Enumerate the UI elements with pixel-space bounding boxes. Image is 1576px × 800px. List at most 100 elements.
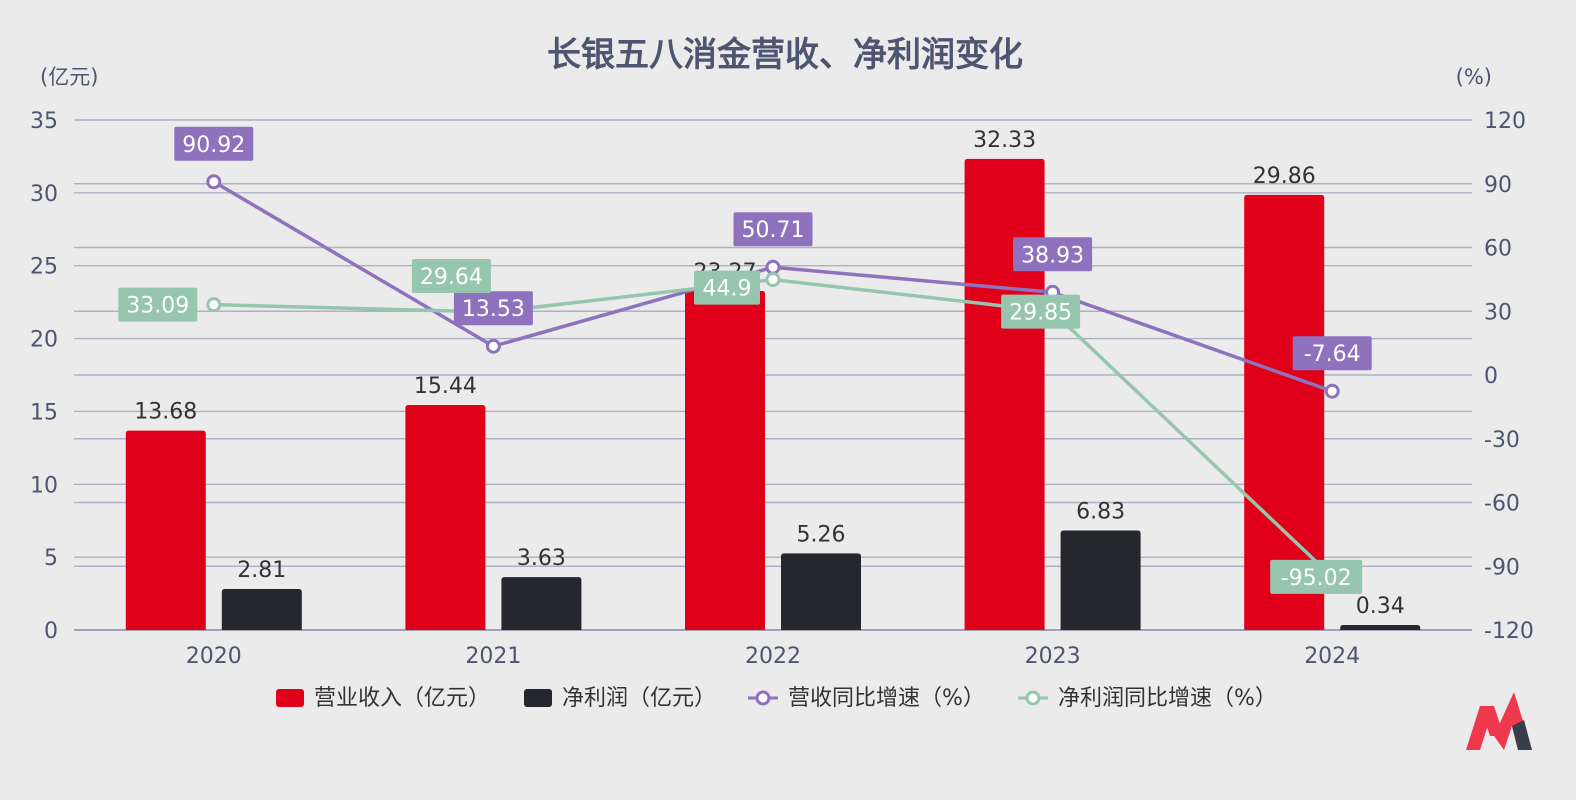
badge-bg [733,212,813,247]
badge-label: -7.64 [1304,342,1361,367]
data-badge: -7.64 [1292,336,1372,371]
data-badge: 33.09 [118,287,198,322]
bar-value-label: 6.83 [1076,499,1125,524]
legend-item: 营收同比增速（%） [748,686,985,711]
right-tick-label: 30 [1484,300,1512,325]
badge-label: 29.85 [1009,301,1072,326]
logo-shadow-stroke [1512,720,1532,750]
bar-revenue-2021 [405,405,486,630]
bar-revenue-2024 [1244,194,1325,630]
data-badge: 29.64 [411,259,491,294]
data-badge: 29.85 [1001,294,1081,329]
left-tick-label: 5 [44,546,58,571]
badge-label: 33.09 [126,294,189,319]
brand-logo [1466,692,1532,750]
bar-net-profit-2023 [1060,530,1141,630]
data-badge: 38.93 [1013,237,1093,272]
legend-swatch [524,689,552,707]
data-badge: 44.9 [694,270,760,305]
badge-bg [1270,559,1363,594]
bar-value-label: 29.86 [1253,164,1316,189]
bar-labels: 13.6815.4423.2732.3329.862.813.635.266.8… [134,128,1404,619]
badge-bg [1013,237,1093,272]
x-tick-label: 2023 [1025,644,1081,669]
badge-bg [1292,336,1372,371]
left-tick-label: 30 [30,182,58,207]
right-tick-label: -120 [1484,619,1534,644]
legend-swatch [276,689,304,707]
badge-bg [453,291,533,326]
bar-value-label: 32.33 [973,128,1036,153]
bar-net-profit-2022 [781,553,861,630]
badge-bg [1001,294,1081,329]
bar-net-profit-2020 [221,589,302,630]
right-tick-label: 90 [1484,173,1512,198]
badge-label: 38.93 [1021,243,1084,268]
left-tick-label: 35 [30,109,58,134]
badge-label: -95.02 [1281,566,1352,591]
data-badge: -95.02 [1270,559,1363,594]
legend: 营业收入（亿元） 净利润（亿元） 营收同比增速（%） 净利润同比增速（%） [276,686,1277,711]
line-point [206,174,222,190]
x-tick-label: 2024 [1304,644,1360,669]
right-tick-label: 120 [1484,109,1526,134]
x-tick-label: 2022 [745,644,801,669]
legend-label: 营收同比增速（%） [788,686,985,711]
line-point [765,259,781,275]
bar-net-profit-2021 [501,577,582,630]
badge-label: 90.92 [182,133,245,158]
legend-marker [755,690,771,706]
bar-revenue-2023 [964,158,1045,631]
left-tick-label: 15 [30,400,58,425]
left-tick-label: 20 [30,328,58,353]
x-tick-label: 2021 [465,644,521,669]
badge-label: 50.71 [742,218,805,243]
left-tick-label: 25 [30,255,58,280]
line-point [1324,383,1340,399]
x-tick-label: 2020 [186,644,242,669]
left-tick-label: 0 [44,619,58,644]
badge-label: 13.53 [462,297,525,322]
right-axis-unit: (%) [1456,65,1492,89]
bar-value-label: 13.68 [134,400,197,425]
legend-item: 净利润同比增速（%） [1018,686,1277,711]
left-axis-unit: (亿元) [40,65,98,89]
badge-bg [174,126,254,161]
legend-label: 净利润（亿元） [562,686,716,711]
bar-revenue-2020 [125,430,206,630]
right-axis-ticks: -120 -90 -60 -30 0 30 60 90 120 [1484,109,1534,644]
data-badge: 50.71 [733,212,813,247]
legend-item: 营业收入（亿元） [276,686,490,711]
line-point [485,338,501,354]
legend-label: 营业收入（亿元） [314,686,490,711]
legend-item: 净利润（亿元） [524,686,716,711]
legend-label: 净利润同比增速（%） [1058,686,1277,711]
right-tick-label: -60 [1484,492,1520,517]
line-point [206,297,222,313]
bar-value-label: 3.63 [517,546,566,571]
bar-value-label: 15.44 [414,374,477,399]
right-tick-label: -90 [1484,555,1520,580]
data-badge: 13.53 [453,291,533,326]
lines: 90.92 13.53 50.71 38.93 -7.64 33.09 29.64 44.9 2… [118,126,1372,594]
bar-revenue-2022 [685,290,765,630]
badge-label: 29.64 [420,265,483,290]
bar-net-profit-2024 [1340,625,1421,630]
right-tick-label: 60 [1484,237,1512,262]
bar-value-label: 2.81 [237,558,286,583]
bar-value-label: 0.34 [1356,594,1405,619]
x-axis-ticks: 2020 2021 2022 2023 2024 [186,644,1360,669]
badge-bg [118,287,198,322]
badge-bg [694,270,760,305]
badge-label: 44.9 [703,277,752,302]
data-badge: 90.92 [174,126,254,161]
bars [125,158,1421,631]
chart-title: 长银五八消金营收、净利润变化 [547,35,1023,75]
line-point [765,272,781,288]
badge-bg [411,259,491,294]
line-profit-growth [213,277,1334,579]
bar-value-label: 5.26 [797,522,846,547]
right-tick-label: -30 [1484,428,1520,453]
left-tick-label: 10 [30,473,58,498]
